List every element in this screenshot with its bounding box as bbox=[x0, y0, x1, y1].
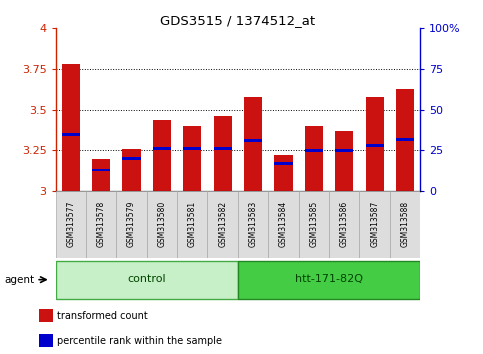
Bar bbox=[366, 97, 384, 191]
Text: GSM313584: GSM313584 bbox=[279, 200, 288, 247]
Bar bbox=[116, 191, 147, 258]
Bar bbox=[396, 138, 414, 141]
Bar bbox=[183, 126, 201, 191]
Bar bbox=[335, 149, 354, 152]
Bar bbox=[86, 191, 116, 258]
Text: GSM313582: GSM313582 bbox=[218, 200, 227, 246]
Text: GSM313586: GSM313586 bbox=[340, 200, 349, 247]
Bar bbox=[62, 64, 80, 191]
Text: percentile rank within the sample: percentile rank within the sample bbox=[57, 336, 222, 346]
Bar bbox=[213, 116, 232, 191]
Text: htt-171-82Q: htt-171-82Q bbox=[295, 274, 363, 284]
Bar bbox=[268, 191, 298, 258]
Bar bbox=[213, 147, 232, 150]
Bar bbox=[359, 191, 390, 258]
Bar bbox=[274, 155, 293, 191]
Bar bbox=[238, 261, 420, 299]
Bar bbox=[92, 159, 110, 191]
Bar bbox=[238, 191, 268, 258]
Text: GSM313579: GSM313579 bbox=[127, 200, 136, 247]
Bar bbox=[390, 191, 420, 258]
Text: GSM313580: GSM313580 bbox=[157, 200, 167, 247]
Text: GSM313578: GSM313578 bbox=[97, 200, 106, 247]
Bar bbox=[183, 147, 201, 150]
Text: control: control bbox=[128, 274, 166, 284]
Bar bbox=[56, 261, 238, 299]
Bar bbox=[329, 191, 359, 258]
Text: GSM313577: GSM313577 bbox=[66, 200, 75, 247]
Bar bbox=[39, 334, 53, 347]
Bar bbox=[39, 309, 53, 322]
Bar bbox=[208, 191, 238, 258]
Bar bbox=[177, 191, 208, 258]
Text: GSM313587: GSM313587 bbox=[370, 200, 379, 247]
Bar bbox=[274, 162, 293, 165]
Bar bbox=[396, 88, 414, 191]
Bar bbox=[305, 126, 323, 191]
Bar bbox=[298, 191, 329, 258]
Bar bbox=[366, 144, 384, 147]
Bar bbox=[147, 191, 177, 258]
Bar bbox=[153, 147, 171, 150]
Title: GDS3515 / 1374512_at: GDS3515 / 1374512_at bbox=[160, 14, 315, 27]
Text: agent: agent bbox=[5, 275, 35, 285]
Bar bbox=[56, 191, 86, 258]
Bar bbox=[305, 149, 323, 152]
Text: GSM313583: GSM313583 bbox=[249, 200, 257, 247]
Text: GSM313581: GSM313581 bbox=[188, 200, 197, 246]
Bar bbox=[122, 157, 141, 160]
Text: GSM313585: GSM313585 bbox=[309, 200, 318, 247]
Bar bbox=[244, 97, 262, 191]
Bar bbox=[62, 133, 80, 136]
Text: GSM313588: GSM313588 bbox=[400, 200, 410, 246]
Bar bbox=[335, 131, 354, 191]
Bar bbox=[92, 169, 110, 171]
Text: transformed count: transformed count bbox=[57, 311, 147, 321]
Bar bbox=[122, 149, 141, 191]
Bar bbox=[153, 120, 171, 191]
Bar bbox=[244, 139, 262, 142]
